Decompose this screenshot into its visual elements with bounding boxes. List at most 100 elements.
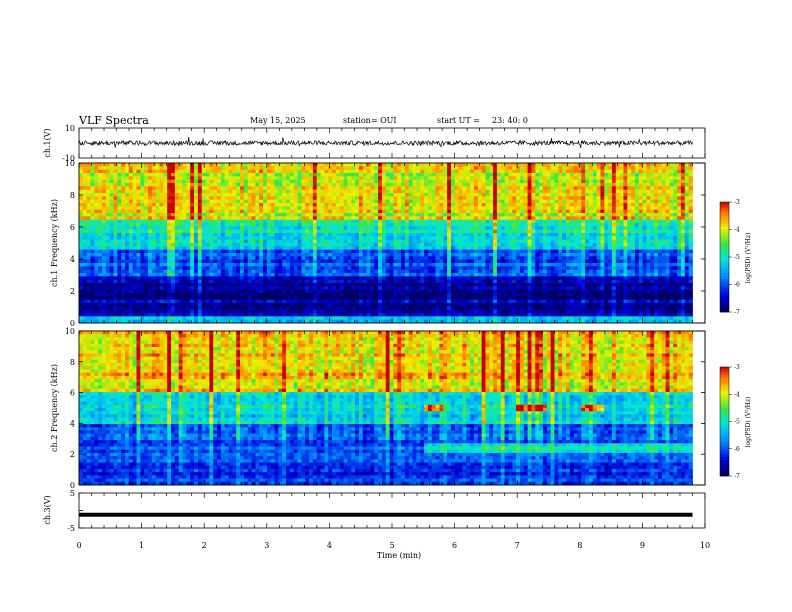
spectrogram-cell <box>408 176 413 181</box>
spectrogram-cell <box>155 239 160 244</box>
spectrogram-cell <box>144 243 149 247</box>
spectrogram-cell <box>535 179 540 184</box>
spectrogram-cell <box>301 189 306 194</box>
spectrogram-cell <box>190 173 195 177</box>
spectrogram-cell <box>121 166 126 171</box>
spectrogram-cell <box>309 249 314 254</box>
spectrogram-cell <box>378 246 383 251</box>
spectrogram-cell <box>121 216 126 221</box>
spectrogram-cell <box>297 239 302 244</box>
spectrogram-cell <box>646 199 651 204</box>
spectrogram-cell <box>673 246 678 251</box>
spectrogram-cell <box>140 169 145 174</box>
spectrogram-cell <box>240 256 245 261</box>
spectrogram-cell <box>117 239 122 244</box>
spectrogram-cell <box>151 216 157 221</box>
spectrogram-cell <box>677 226 682 231</box>
spectrogram-cell <box>638 209 644 214</box>
spectrogram-cell <box>573 203 578 207</box>
spectrogram-cell <box>324 166 329 171</box>
spectrogram-cell <box>401 249 406 254</box>
spectrogram-cell <box>201 259 206 264</box>
spectrogram-cell <box>335 253 341 257</box>
spectrogram-cell <box>427 223 433 227</box>
spectrogram-cell <box>562 233 567 237</box>
spectrogram-cell <box>374 166 379 171</box>
spectrogram-cell <box>274 246 279 251</box>
spectrogram-cell <box>677 246 682 251</box>
spectrogram-cell <box>263 256 268 261</box>
spectrogram-cell <box>554 236 559 241</box>
spectrogram-cell <box>171 213 176 217</box>
spectrogram-cell <box>362 183 367 187</box>
spectrogram-cell <box>309 219 314 224</box>
spectrogram-cell <box>136 176 141 181</box>
spectrogram-cell <box>447 246 452 251</box>
spectrogram-cell <box>500 209 505 214</box>
spectrogram-cell <box>305 263 310 267</box>
spectrogram-cell <box>251 246 256 251</box>
spectrogram-cell <box>565 179 571 184</box>
spectrogram-cell <box>217 166 222 171</box>
spectrogram-cell <box>232 226 237 231</box>
spectrogram-cell <box>447 256 452 261</box>
spectrogram-cell <box>642 166 647 171</box>
spectrogram-cell <box>266 169 272 174</box>
spectrogram-cell <box>569 216 575 221</box>
spectrogram-cell <box>251 173 256 177</box>
spectrogram-cell <box>535 216 540 221</box>
spectrogram-cell <box>232 183 237 187</box>
spectrogram-cell <box>623 163 628 167</box>
spectrogram-cell <box>650 256 655 261</box>
spectrogram-cell <box>470 189 475 194</box>
spectrogram-cell <box>470 209 475 214</box>
spectrogram-cell <box>550 203 555 207</box>
spectrogram-cell <box>259 226 264 231</box>
spectrogram-cell <box>688 213 693 217</box>
spectrogram-cell <box>389 226 394 231</box>
spectrogram-cell <box>581 206 586 211</box>
spectrogram-cell <box>190 249 195 254</box>
spectrogram-cell <box>573 229 578 234</box>
spectrogram-cell <box>611 206 617 211</box>
spectrogram-cell <box>155 173 160 177</box>
spectrogram-cell <box>404 249 410 254</box>
spectrogram-cell <box>251 169 256 174</box>
spectrogram-cell <box>190 263 195 267</box>
spectrogram-cell <box>151 213 157 217</box>
spectrogram-cell <box>412 209 417 214</box>
spectrogram-cell <box>450 163 456 167</box>
spectrogram-cell <box>247 239 252 244</box>
spectrogram-cell <box>140 216 145 221</box>
spectrogram-cell <box>148 216 153 221</box>
spectrogram-cell <box>312 163 318 167</box>
spectrogram-cell <box>431 236 436 241</box>
spectrogram-cell <box>470 166 475 171</box>
spectrogram-cell <box>447 213 452 217</box>
spectrogram-cell <box>416 263 421 267</box>
spectrogram-cell <box>282 216 287 221</box>
spectrogram-cell <box>90 193 95 197</box>
spectrogram-cell <box>201 256 206 261</box>
spectrogram-cell <box>282 173 287 177</box>
spectrogram-cell <box>519 163 525 167</box>
spectrogram-cell <box>634 259 640 264</box>
spectrogram-cell <box>194 223 199 227</box>
spectrogram-cell <box>332 249 337 254</box>
spectrogram-cell <box>412 176 417 181</box>
spectrogram-cell <box>247 243 252 247</box>
spectrogram-cell <box>458 243 463 247</box>
spectrogram-cell <box>420 196 425 201</box>
spectrogram-cell <box>496 176 502 181</box>
spectrogram-cell <box>351 173 356 177</box>
spectrogram-cell <box>539 196 544 201</box>
spectrogram-cell <box>458 169 463 174</box>
spectrogram-cell <box>220 163 226 167</box>
spectrogram-cell <box>477 229 482 234</box>
spectrogram-cell <box>477 189 482 194</box>
spectrogram-cell <box>454 259 459 264</box>
spectrogram-cell <box>447 199 452 204</box>
spectrogram-cell <box>508 209 513 214</box>
spectrogram-cell <box>558 189 563 194</box>
spectrogram-cell <box>608 163 613 167</box>
